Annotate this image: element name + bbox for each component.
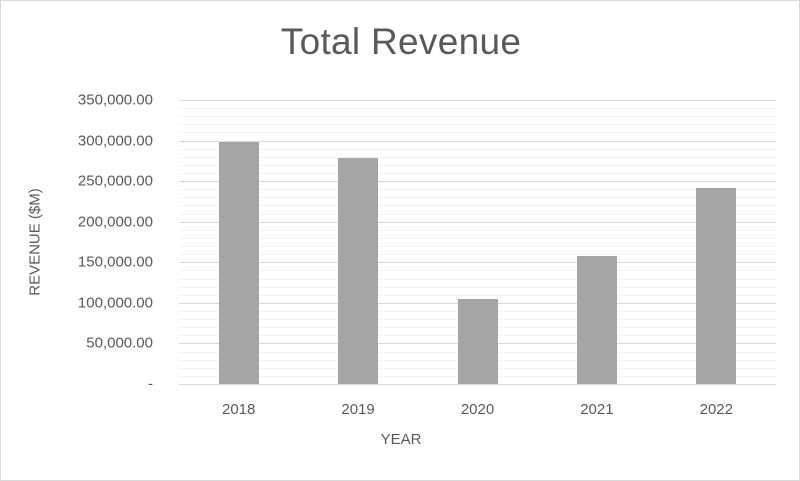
x-tick-label: 2022	[699, 401, 733, 418]
minor-gridline	[179, 230, 776, 231]
minor-gridline	[179, 132, 776, 133]
x-tick-label: 2019	[341, 401, 375, 418]
minor-gridline	[179, 295, 776, 296]
y-tick-label: 100,000.00	[77, 294, 153, 312]
minor-gridline	[179, 116, 776, 117]
y-axis-label: REVENUE ($M)	[26, 188, 44, 296]
y-tick-label: 350,000.00	[77, 91, 153, 109]
y-tick-label: 300,000.00	[77, 132, 153, 150]
minor-gridline	[179, 254, 776, 255]
minor-gridline	[179, 214, 776, 215]
minor-gridline	[179, 238, 776, 239]
minor-gridline	[179, 205, 776, 206]
minor-gridline	[179, 197, 776, 198]
bar-2022[interactable]	[696, 188, 737, 384]
minor-gridline	[179, 149, 776, 150]
major-gridline	[179, 262, 776, 263]
x-axis-line	[179, 384, 776, 385]
y-tick-label: 150,000.00	[77, 253, 153, 271]
minor-gridline	[179, 246, 776, 247]
minor-gridline	[179, 287, 776, 288]
y-tick-label: 200,000.00	[77, 213, 153, 231]
minor-gridline	[179, 124, 776, 125]
minor-gridline	[179, 173, 776, 174]
x-axis-label: YEAR	[380, 431, 422, 448]
y-tick-label: 50,000.00	[86, 334, 153, 352]
bar-2019[interactable]	[338, 158, 379, 384]
minor-gridline	[179, 108, 776, 109]
minor-gridline	[179, 157, 776, 158]
x-tick-label: 2021	[580, 401, 614, 418]
bar-2021[interactable]	[576, 255, 617, 384]
bar-2020[interactable]	[457, 298, 498, 384]
y-tick-label: -	[148, 375, 153, 393]
bar-2018[interactable]	[218, 142, 259, 384]
minor-gridline	[179, 270, 776, 271]
major-gridline	[179, 100, 776, 101]
y-tick-label: 250,000.00	[77, 172, 153, 190]
major-gridline	[179, 222, 776, 223]
chart-title: Total Revenue	[280, 21, 522, 62]
x-tick-label: 2020	[460, 401, 495, 418]
major-gridline	[179, 141, 776, 142]
minor-gridline	[179, 279, 776, 280]
minor-gridline	[179, 189, 776, 190]
minor-gridline	[179, 165, 776, 166]
major-gridline	[179, 181, 776, 182]
x-tick-label: 2018	[222, 401, 256, 418]
